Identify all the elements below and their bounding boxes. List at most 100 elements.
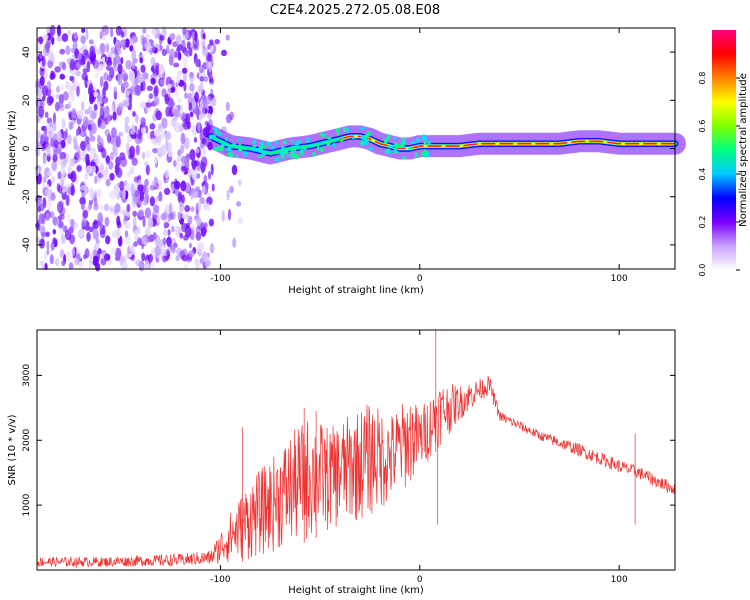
noise-blob (80, 203, 85, 210)
noise-blob (202, 33, 206, 40)
noise-blob (84, 109, 90, 115)
noise-blob (169, 33, 176, 41)
noise-blob (91, 109, 98, 119)
noise-blob (45, 143, 52, 149)
noise-blob (124, 116, 130, 124)
signal-speckle (214, 127, 218, 133)
noise-blob (84, 248, 90, 259)
signal-speckle (401, 138, 406, 141)
noise-blob (71, 247, 75, 257)
noise-blob (46, 149, 51, 157)
signal-speckle (257, 155, 263, 158)
noise-blob (158, 63, 165, 75)
signal-speckle (283, 149, 289, 155)
noise-blob (151, 56, 156, 66)
colorbar-gradient (712, 30, 736, 270)
signal-speckle (227, 152, 234, 158)
noise-blob (189, 111, 194, 117)
signal-speckle (320, 146, 324, 153)
signal-speckle (210, 134, 217, 139)
noise-blob (44, 111, 49, 119)
noise-blob (171, 225, 175, 233)
signal-speckle (427, 140, 431, 145)
noise-blob (94, 175, 98, 184)
noise-blob (76, 114, 82, 126)
signal-speckle (294, 145, 298, 148)
noise-blob (162, 237, 167, 245)
noise-blob (192, 36, 199, 49)
noise-blob (137, 73, 144, 83)
signal-speckle (274, 151, 281, 155)
noise-blob (115, 136, 121, 148)
noise-blob (115, 255, 121, 261)
noise-blob (145, 150, 152, 159)
noise-blob (195, 231, 202, 241)
signal-speckle (217, 132, 222, 137)
noise-blob (101, 96, 109, 104)
noise-blob (43, 126, 47, 139)
noise-blob (189, 242, 192, 249)
noise-blob (142, 151, 146, 160)
noise-blob (65, 45, 71, 55)
x-tick-label: 0 (417, 274, 423, 284)
noise-blob (96, 142, 104, 150)
noise-blob (171, 210, 177, 220)
signal-speckle (320, 132, 324, 137)
noise-blob (166, 44, 170, 55)
noise-blob (122, 69, 126, 78)
noise-blob (111, 127, 117, 138)
noise-blob (122, 188, 126, 200)
noise-blob (56, 201, 64, 213)
noise-blob (183, 137, 190, 150)
colorbar-tick-label: 0.6 (698, 120, 707, 133)
noise-blob (151, 180, 157, 187)
snr-ylabel: SNR (10 * v/v) (7, 414, 18, 485)
noise-blob (199, 197, 205, 205)
signal-speckle (326, 140, 331, 147)
noise-blob (59, 249, 65, 259)
signal-speckle (294, 148, 297, 153)
spectrogram-ylabel: Frequency (Hz) (7, 110, 18, 186)
noise-blob (129, 166, 135, 175)
noise-blob (67, 29, 71, 36)
noise-blob (104, 216, 110, 227)
noise-blob (227, 208, 232, 221)
noise-blob (41, 55, 46, 67)
spectrogram-x-ticks: -100 0 100 (210, 28, 628, 284)
noise-blob (54, 66, 61, 73)
noise-blob (139, 57, 143, 64)
noise-blob (151, 44, 156, 53)
noise-blob (211, 97, 217, 107)
noise-blob (197, 162, 201, 172)
noise-blob (168, 100, 175, 108)
noise-blob (130, 128, 135, 135)
noise-blob (46, 240, 50, 251)
noise-blob (177, 149, 182, 158)
x-tick-label: 0 (417, 575, 423, 585)
noise-blob (80, 151, 85, 161)
noise-blob (89, 253, 94, 264)
noise-blob (103, 253, 111, 261)
noise-blob (176, 74, 181, 84)
noise-blob (80, 140, 87, 151)
noise-blob (117, 63, 123, 75)
signal-speckle (280, 150, 283, 157)
noise-blob (106, 43, 110, 53)
noise-blob (171, 183, 175, 193)
noise-blob (58, 84, 64, 90)
noise-blob (39, 75, 45, 86)
noise-blob (105, 155, 111, 163)
signal-speckle (310, 144, 314, 147)
y-tick-label: 0 (22, 145, 32, 151)
noise-blob (79, 185, 86, 191)
noise-blob (206, 202, 211, 212)
noise-blob (62, 130, 68, 141)
noise-blob (174, 180, 181, 190)
noise-blob (119, 180, 125, 191)
noise-blob (146, 236, 151, 244)
signal-speckle (392, 136, 397, 140)
noise-blob (202, 185, 206, 195)
noise-blob (211, 183, 215, 192)
noise-blob (47, 126, 55, 139)
noise-blob (165, 178, 170, 184)
